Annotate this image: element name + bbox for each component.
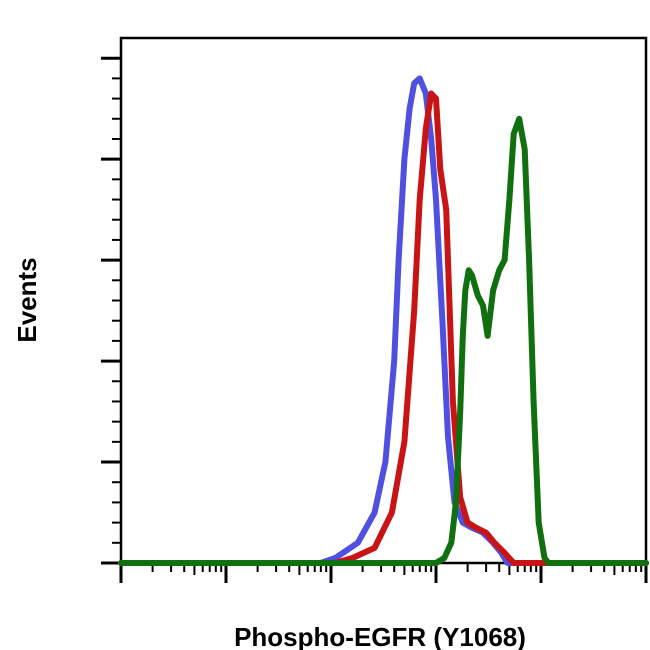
series-group [118, 75, 649, 566]
histogram-line-1 [118, 75, 649, 566]
histogram-line-2 [118, 90, 649, 566]
histogram-line-3 [118, 115, 649, 566]
x-axis-label: Phospho-EGFR (Y1068) [234, 622, 526, 650]
y-axis-label: Events [12, 257, 42, 342]
